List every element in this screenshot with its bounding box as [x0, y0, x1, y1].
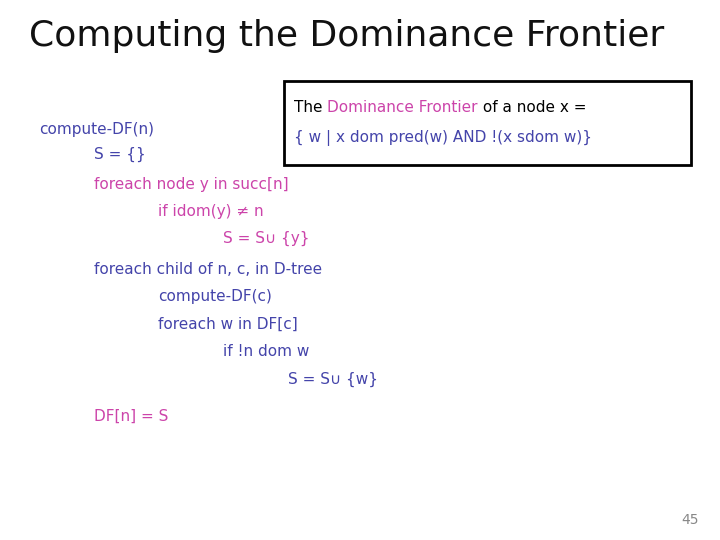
Text: Dominance Frontier: Dominance Frontier: [327, 100, 477, 116]
Text: foreach child of n, c, in D-tree: foreach child of n, c, in D-tree: [94, 262, 322, 278]
Text: DF[n] = S: DF[n] = S: [94, 408, 168, 423]
FancyBboxPatch shape: [284, 81, 691, 165]
Text: if !n dom w: if !n dom w: [223, 343, 310, 359]
Text: S = {}: S = {}: [94, 146, 145, 161]
Text: compute-DF(c): compute-DF(c): [158, 289, 272, 305]
Text: compute-DF(n): compute-DF(n): [40, 122, 155, 137]
Text: 45: 45: [681, 512, 698, 526]
Text: foreach w in DF[c]: foreach w in DF[c]: [158, 316, 298, 332]
Text: S = S∪ {w}: S = S∪ {w}: [288, 372, 378, 387]
Text: foreach node y in succ[n]: foreach node y in succ[n]: [94, 177, 288, 192]
Text: Computing the Dominance Frontier: Computing the Dominance Frontier: [29, 19, 664, 53]
Text: { w | x dom pred(w) AND !(x sdom w)}: { w | x dom pred(w) AND !(x sdom w)}: [294, 130, 592, 146]
Text: of a node x =: of a node x =: [477, 100, 586, 116]
Text: S = S∪ {y}: S = S∪ {y}: [223, 231, 310, 246]
Text: The: The: [294, 100, 327, 116]
Text: if idom(y) ≠ n: if idom(y) ≠ n: [158, 204, 264, 219]
